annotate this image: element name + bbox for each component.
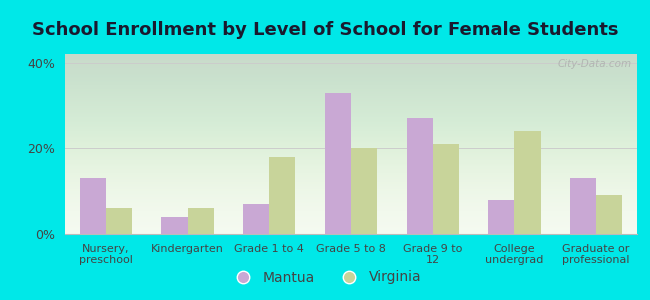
Bar [269, 157, 296, 234]
Bar [325, 93, 351, 234]
Bar [596, 195, 622, 234]
Bar [433, 144, 459, 234]
Text: School Enrollment by Level of School for Female Students: School Enrollment by Level of School for… [32, 21, 618, 39]
Bar [161, 217, 188, 234]
Bar [570, 178, 596, 234]
Bar [406, 118, 433, 234]
Bar [514, 131, 541, 234]
Bar [351, 148, 377, 234]
Bar [243, 204, 269, 234]
Bar [106, 208, 132, 234]
Bar [488, 200, 514, 234]
Bar [80, 178, 106, 234]
Legend: Mantua, Virginia: Mantua, Virginia [223, 265, 427, 290]
Text: City-Data.com: City-Data.com [557, 59, 631, 69]
Bar [188, 208, 214, 234]
